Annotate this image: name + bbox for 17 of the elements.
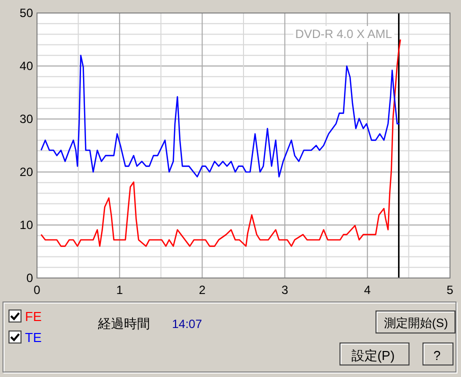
- y-tick-label: 40: [20, 59, 34, 73]
- y-tick-label: 50: [20, 6, 34, 20]
- x-tick-label: 5: [446, 283, 454, 297]
- y-tick-label: 10: [20, 218, 34, 232]
- y-tick-label: 20: [20, 165, 34, 179]
- text: 経過時間: [97, 316, 150, 331]
- annotation: DVD-R 4.0 X AML: [295, 27, 392, 41]
- text: 14:07: [172, 317, 202, 331]
- x-tick-label: 1: [116, 283, 124, 297]
- x-tick-label: 3: [281, 283, 288, 297]
- x-tick-label: 2: [198, 283, 206, 297]
- y-tick-label: 0: [26, 271, 34, 285]
- x-tick-label: 4: [364, 283, 372, 297]
- text: 設定(P): [351, 348, 395, 363]
- text: 測定開始(S): [384, 316, 448, 330]
- y-tick-label: 30: [20, 112, 34, 126]
- text: ?: [433, 348, 441, 363]
